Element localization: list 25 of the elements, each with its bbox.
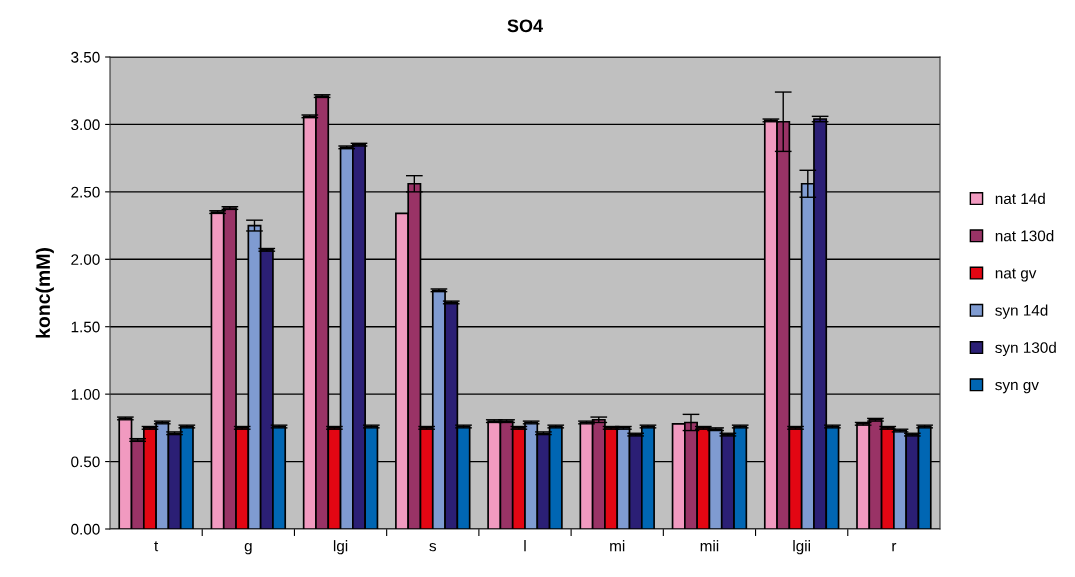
legend-label: syn gv	[995, 381, 1039, 394]
legend-label: nat gv	[995, 268, 1037, 282]
x-tick-label: mi	[610, 540, 625, 552]
y-tick-label: 2.00	[71, 254, 100, 265]
y-tick-label: 0.00	[71, 523, 100, 535]
x-tick-label: lgi	[333, 540, 348, 555]
x-tick-label: t	[154, 541, 159, 552]
legend-label: nat 14d	[995, 192, 1045, 205]
y-tick-label: 1.50	[71, 321, 100, 333]
x-tick-label: mii	[700, 540, 719, 552]
legend-label: syn 130d	[995, 341, 1056, 357]
y-tick-label: 1.00	[71, 389, 100, 400]
x-tick-label: s	[429, 542, 437, 552]
x-tick-label: lgii	[793, 540, 810, 555]
y-tick-label: 3.00	[71, 119, 100, 131]
x-tick-label: r	[892, 542, 897, 552]
y-axis-title: konc(mM)	[35, 248, 54, 338]
y-tick-label: 0.50	[71, 456, 100, 468]
x-tick-label: g	[244, 542, 252, 555]
y-tick-label: 3.50	[71, 51, 100, 63]
y-tick-label: 2.50	[71, 186, 100, 198]
legend-label: syn 14d	[995, 304, 1048, 319]
legend-label: nat 130d	[995, 230, 1054, 242]
x-tick-label: l	[524, 540, 526, 552]
chart-title: SO4	[507, 19, 543, 33]
